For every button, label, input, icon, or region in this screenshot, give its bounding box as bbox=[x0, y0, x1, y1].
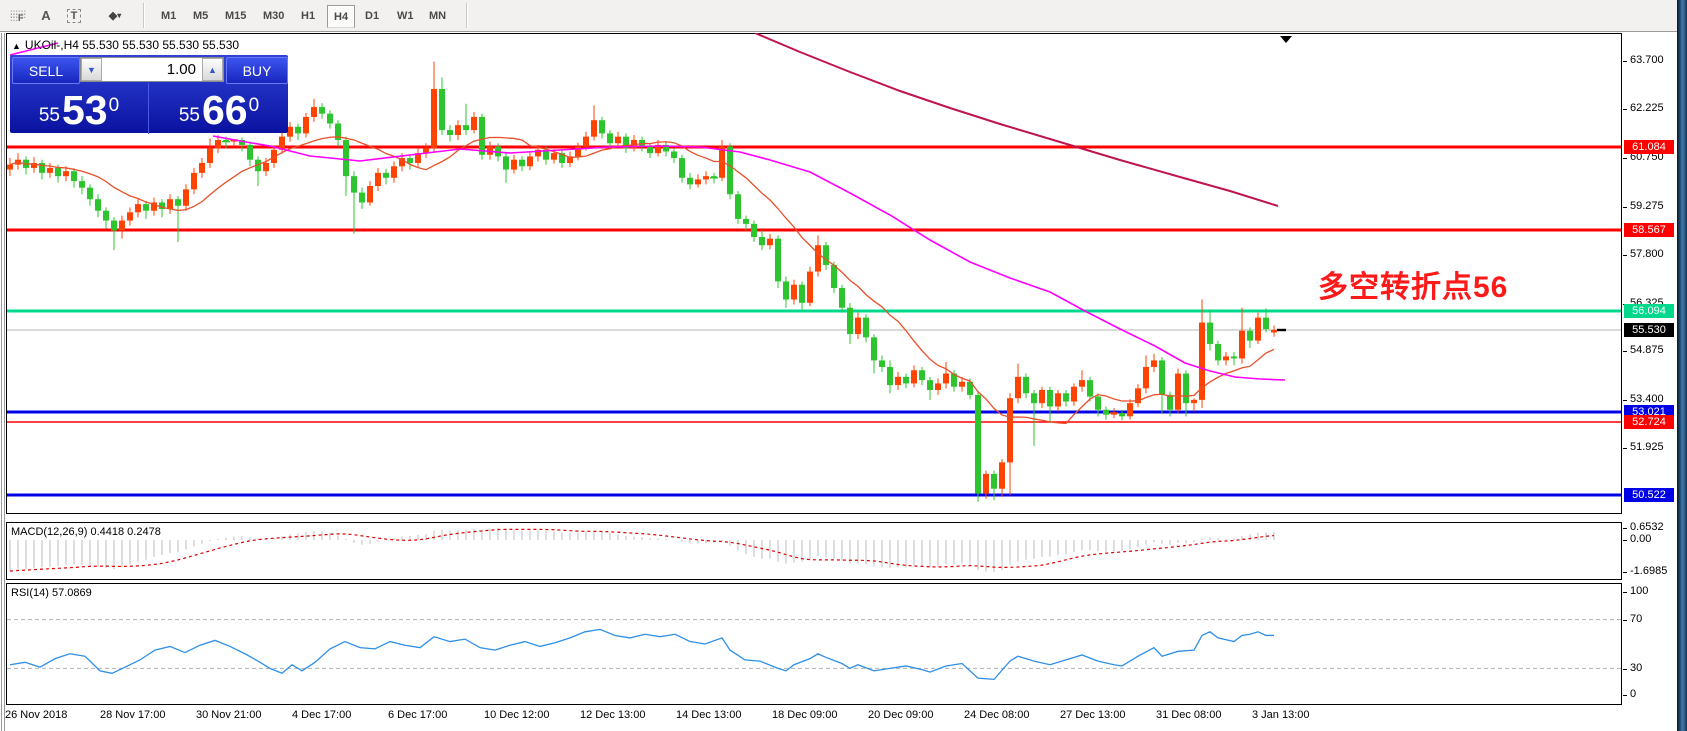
window-left-edge bbox=[1, 33, 2, 731]
buy-button[interactable]: BUY bbox=[226, 57, 288, 84]
axis-label: 60.750 bbox=[1630, 151, 1664, 163]
time-label: 31 Dec 08:00 bbox=[1156, 709, 1222, 721]
time-label: 18 Dec 09:00 bbox=[772, 709, 838, 721]
axis-label: 62.225 bbox=[1630, 102, 1664, 114]
main-chart-canvas[interactable] bbox=[0, 33, 1623, 514]
axis-tick bbox=[1623, 207, 1627, 208]
axis-label: 53.400 bbox=[1630, 393, 1664, 405]
axis-tick bbox=[1623, 669, 1627, 670]
timeframe-button-MN[interactable]: MN bbox=[429, 9, 447, 22]
toolbar-separator bbox=[143, 3, 145, 28]
axis-tick bbox=[1623, 448, 1627, 449]
price-tag-50.522: 50.522 bbox=[1624, 488, 1674, 502]
price-tag-52.724: 52.724 bbox=[1624, 415, 1674, 429]
axis-label: 100 bbox=[1630, 585, 1649, 597]
volume-stepper: ▼ ▲ bbox=[80, 57, 224, 82]
axis-tick bbox=[1623, 572, 1627, 573]
price-tag-58.567: 58.567 bbox=[1624, 223, 1674, 237]
macd-label: MACD(12,26,9) 0.4418 0.2478 bbox=[11, 526, 161, 538]
collapse-triangle-icon[interactable]: ▲ bbox=[12, 41, 21, 51]
macd-panel[interactable] bbox=[6, 522, 1622, 580]
price-tag-55.530: 55.530 bbox=[1624, 323, 1674, 337]
axis-label: 70 bbox=[1630, 613, 1643, 625]
time-label: 14 Dec 13:00 bbox=[676, 709, 742, 721]
axis-tick bbox=[1623, 528, 1627, 529]
time-label: 27 Dec 13:00 bbox=[1060, 709, 1126, 721]
time-label: 26 Nov 2018 bbox=[5, 709, 68, 721]
axis-tick bbox=[1623, 255, 1627, 256]
axis-label: 54.875 bbox=[1630, 344, 1664, 356]
rsi-label: RSI(14) 57.0869 bbox=[11, 587, 92, 599]
axis-tick bbox=[1623, 109, 1627, 110]
timeframe-button-H4[interactable]: H4 bbox=[327, 5, 356, 28]
indicators-grid-icon[interactable]: :::::::::::::::F bbox=[10, 8, 26, 23]
volume-increase-button[interactable]: ▲ bbox=[202, 58, 223, 81]
axis-label: 57.800 bbox=[1630, 248, 1664, 260]
volume-input[interactable] bbox=[102, 58, 202, 81]
timeframe-button-M5[interactable]: M5 bbox=[193, 9, 209, 22]
window-right-edge bbox=[1677, 0, 1687, 731]
volume-decrease-button[interactable]: ▼ bbox=[81, 58, 102, 81]
time-label: 20 Dec 09:00 bbox=[868, 709, 934, 721]
timeframe-button-W1[interactable]: W1 bbox=[397, 9, 414, 22]
chart-title: ▲ UKOil-,H4 55.530 55.530 55.530 55.530 bbox=[12, 38, 239, 52]
timeframe-button-M1[interactable]: M1 bbox=[161, 9, 177, 22]
axis-tick bbox=[1623, 620, 1627, 621]
timeframe-button-M15[interactable]: M15 bbox=[225, 9, 247, 22]
axis-label: 0.6532 bbox=[1630, 521, 1664, 533]
time-label: 4 Dec 17:00 bbox=[292, 709, 352, 721]
axis-label: 63.700 bbox=[1630, 54, 1664, 66]
axis-tick bbox=[1623, 61, 1627, 62]
time-label: 12 Dec 13:00 bbox=[580, 709, 646, 721]
time-label: 3 Jan 13:00 bbox=[1252, 709, 1310, 721]
toolbar: :::::::::::::::F A T ◆ ▾ M1 M5 M15 M30 H1 H4 D1… bbox=[0, 0, 1687, 32]
timeframe-button-D1[interactable]: D1 bbox=[365, 9, 380, 22]
chart-annotation-text[interactable]: 多空转折点56 bbox=[1318, 271, 1509, 304]
axis-label: 0.00 bbox=[1630, 533, 1652, 545]
buy-price-display[interactable]: 55 66 0 bbox=[178, 87, 260, 133]
shapes-icon[interactable]: ◆ ▾ bbox=[108, 10, 122, 22]
axis-tick bbox=[1623, 400, 1627, 401]
symbol-ohlc-text: UKOil-,H4 55.530 55.530 55.530 55.530 bbox=[24, 38, 240, 52]
axis-label: -1.6985 bbox=[1630, 565, 1668, 577]
macd-canvas[interactable] bbox=[0, 522, 1623, 580]
time-label: 10 Dec 12:00 bbox=[484, 709, 550, 721]
axis-tick bbox=[1623, 695, 1627, 696]
text-label-icon[interactable]: A bbox=[41, 8, 51, 23]
price-tag-56.094: 56.094 bbox=[1624, 304, 1674, 318]
time-label: 30 Nov 21:00 bbox=[196, 709, 262, 721]
timeframe-button-H1[interactable]: H1 bbox=[301, 9, 316, 22]
window-left-edge-inner bbox=[4, 33, 5, 731]
sell-price-display[interactable]: 55 53 0 bbox=[10, 83, 149, 134]
axis-tick bbox=[1623, 158, 1627, 159]
axis-tick bbox=[1623, 540, 1627, 541]
time-label: 6 Dec 17:00 bbox=[388, 709, 448, 721]
sell-button[interactable]: SELL bbox=[12, 57, 80, 84]
time-label: 28 Nov 17:00 bbox=[100, 709, 166, 721]
axis-tick bbox=[1623, 351, 1627, 352]
axis-label: 59.275 bbox=[1630, 200, 1664, 212]
time-label: 24 Dec 08:00 bbox=[964, 709, 1030, 721]
axis-tick bbox=[1623, 592, 1627, 593]
axis-label: 51.925 bbox=[1630, 441, 1664, 453]
timeframe-button-M30[interactable]: M30 bbox=[263, 9, 285, 22]
toolbar-separator bbox=[466, 3, 468, 28]
text-box-icon[interactable]: T bbox=[62, 4, 86, 27]
axis-label: 0 bbox=[1630, 688, 1637, 700]
rsi-canvas[interactable] bbox=[0, 583, 1623, 705]
price-tag-61.084: 61.084 bbox=[1624, 140, 1674, 154]
axis-label: 30 bbox=[1630, 662, 1643, 674]
rsi-panel[interactable] bbox=[6, 583, 1622, 705]
